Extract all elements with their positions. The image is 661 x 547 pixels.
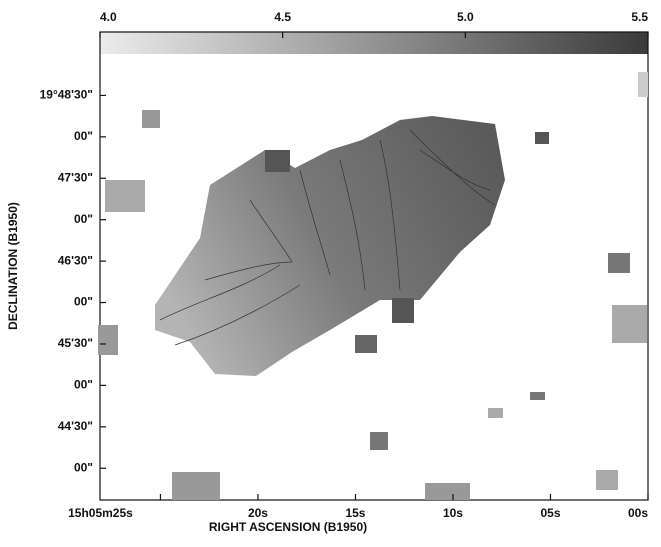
y-tick-label: 00" xyxy=(74,460,93,474)
x-axis-label: RIGHT ASCENSION (B1950) xyxy=(209,520,367,534)
y-tick-label: 00" xyxy=(74,295,93,309)
y-tick-label: 00" xyxy=(74,378,93,392)
y-tick-label: 00" xyxy=(74,212,93,226)
y-tick-label: 46'30" xyxy=(58,253,93,267)
x-tick-label: 00s xyxy=(628,506,648,520)
frame xyxy=(99,31,649,501)
y-tick-label: 44'30" xyxy=(58,419,93,433)
x-tick-label: 15s xyxy=(345,506,365,520)
x-tick-label: 10s xyxy=(443,506,463,520)
x-tick-label: 20s xyxy=(248,506,268,520)
colorbar-tick-label: 5.5 xyxy=(631,10,648,24)
colorbar-tick-label: 4.5 xyxy=(274,10,291,24)
x-tick-label: 15h05m25s xyxy=(68,506,133,520)
colorbar xyxy=(100,32,648,54)
y-tick-label: 00" xyxy=(74,129,93,143)
y-tick-label: 19°48'30" xyxy=(40,88,93,102)
y-tick-label: 45'30" xyxy=(58,336,93,350)
colorbar-tick-label: 5.0 xyxy=(457,10,474,24)
y-tick-label: 47'30" xyxy=(58,170,93,184)
colorbar-tick-label: 4.0 xyxy=(100,10,117,24)
y-axis-label: DECLINATION (B1950) xyxy=(6,202,20,330)
x-tick-label: 05s xyxy=(540,506,560,520)
galaxy-image xyxy=(98,72,648,500)
